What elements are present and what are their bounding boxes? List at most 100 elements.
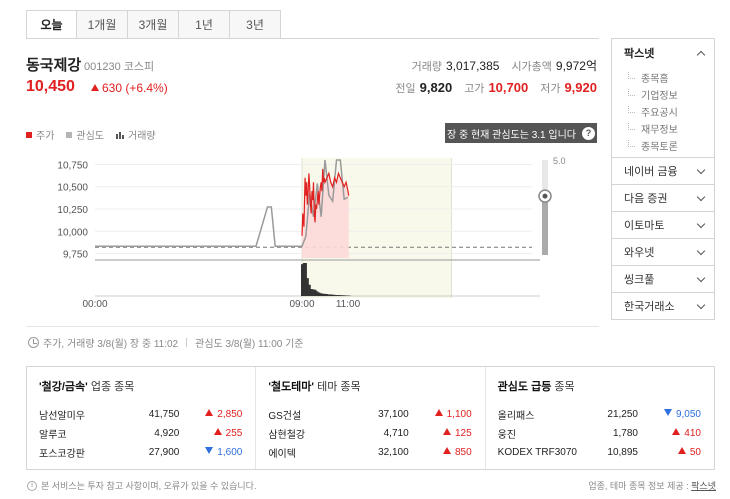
down-triangle-icon: [663, 409, 672, 416]
sidebar-paxnet-header[interactable]: 팍스넷: [624, 45, 706, 61]
interest-time-note: 관심도 3/8(월) 11:00 기준: [195, 339, 304, 350]
table-row[interactable]: 올리패스 21,250 9,050: [498, 405, 701, 424]
stock-row-change: 410: [684, 428, 701, 439]
table-row[interactable]: 남선알미우 41,750 2,850: [39, 405, 242, 424]
market-cap-label: 시가총액: [511, 61, 552, 73]
industry-panel: '철강/금속' 업종 종목 남선알미우 41,750 2,850 알루코 4,920 2…: [27, 367, 255, 469]
gauge-knob-dot: [542, 193, 548, 199]
stats-row-1: 거래량 3,017,385 시가총액 9,972억: [400, 57, 597, 74]
stock-code-market: 001230 코스피: [84, 58, 154, 74]
paxnet-submenu: 종목홈 기업정보 주요공시 재무정보 종목토론: [624, 69, 704, 154]
down-triangle-icon: [205, 447, 214, 454]
chevron-down-icon: [696, 300, 706, 309]
sidebar-paxnet: 팍스넷 종목홈 기업정보 주요공시 재무정보 종목토론: [611, 38, 715, 158]
stock-row-price: 37,100: [378, 409, 409, 420]
stock-row-name[interactable]: 남선알미우: [39, 411, 85, 422]
separator: [186, 338, 188, 347]
legend-price[interactable]: 주가: [26, 127, 54, 142]
stock-row-name[interactable]: 삼현철강: [268, 430, 306, 441]
stock-row-name[interactable]: 에이텍: [268, 449, 296, 460]
tab-today[interactable]: 오늘: [26, 10, 77, 39]
tab-1-year[interactable]: 1년: [179, 10, 230, 39]
external-links-sidebar: 팍스넷 종목홈 기업정보 주요공시 재무정보 종목토론 네이버 금융 다음 증권…: [611, 38, 715, 320]
stock-name: 동국제강: [26, 57, 82, 74]
table-row[interactable]: KODEX TRF3070 10,895 50: [498, 443, 701, 462]
volume-value: 3,017,385: [446, 59, 500, 73]
up-triangle-icon: [442, 447, 451, 454]
sidebar-paxnet-title: 팍스넷: [624, 48, 655, 60]
sidebar-wownet-label: 와우넷: [624, 247, 655, 259]
stock-row-name[interactable]: 알루코: [39, 430, 67, 441]
low-value: 9,920: [564, 80, 597, 95]
theme-name[interactable]: '철도테마': [268, 381, 315, 393]
sidebar-naver-label: 네이버 금융: [624, 166, 678, 178]
stock-row-name[interactable]: 올리패스: [497, 411, 535, 422]
gauge-max-label: 5.0: [553, 156, 566, 166]
y-tick-label: 10,250: [57, 205, 88, 216]
theme-panel: '철도테마' 테마 종목 GS건설 37,100 1,100 삼현철강 4,710 12…: [255, 367, 484, 469]
footer-notice: i 본 서비스는 투자 참고 사항이며, 오류가 있을 수 있습니다.: [27, 479, 256, 492]
gauge-fill: [542, 196, 548, 255]
legend-volume[interactable]: 거래량: [116, 127, 156, 142]
sidebar-thinkpool[interactable]: 씽크풀: [611, 265, 715, 293]
stock-row-price: 10,895: [607, 447, 638, 458]
stock-row-name[interactable]: 포스코강판: [39, 449, 85, 460]
industry-title-suffix: 업종 종목: [87, 381, 135, 393]
sidebar-krx[interactable]: 한국거래소: [611, 292, 715, 320]
stock-row-price: 4,710: [383, 428, 409, 439]
industry-panel-title: '철강/금속' 업종 종목: [39, 378, 242, 394]
chevron-down-icon: [696, 219, 706, 228]
paxnet-link-home[interactable]: 종목홈: [628, 69, 704, 86]
industry-name[interactable]: '철강/금속': [39, 381, 88, 393]
up-triangle-icon: [442, 428, 451, 435]
sidebar-etomato[interactable]: 이토마토: [611, 211, 715, 239]
change-amount: 630: [102, 81, 123, 95]
tab-1-month[interactable]: 1개월: [77, 10, 128, 39]
stock-row-name[interactable]: 웅진: [497, 430, 517, 441]
stock-row-price: 1,780: [612, 428, 638, 439]
sidebar-naver[interactable]: 네이버 금융: [611, 157, 715, 185]
prev-close-label: 전일: [395, 83, 416, 95]
table-row[interactable]: 에이텍 32,100 850: [268, 443, 472, 462]
chevron-up-icon: [696, 50, 706, 59]
interest-badge[interactable]: 장 중 현재 관심도는 3.1 입니다 ?: [445, 123, 597, 143]
theme-panel-title: '철도테마' 테마 종목: [268, 378, 471, 394]
price-line: [301, 168, 350, 236]
paxnet-link-discussion[interactable]: 종목토론: [628, 137, 704, 154]
chart-info: 주가, 거래량 3/8(월) 장 중 11:02 관심도 3/8(월) 11:0…: [28, 335, 304, 350]
current-price: 10,450: [26, 78, 75, 95]
sidebar-krx-label: 한국거래소: [624, 301, 675, 313]
sidebar-wownet[interactable]: 와우넷: [611, 238, 715, 266]
table-row[interactable]: 웅진 1,780 410: [498, 424, 701, 443]
stock-code: 001230: [84, 61, 121, 73]
theme-title-suffix: 테마 종목: [314, 381, 361, 393]
table-row[interactable]: 삼현철강 4,710 125: [268, 424, 472, 443]
footer-source-link[interactable]: 팍스넷: [691, 481, 716, 491]
table-row[interactable]: 알루코 4,920 255: [39, 424, 242, 443]
help-icon[interactable]: ?: [582, 126, 595, 140]
tabs-divider: [26, 38, 599, 39]
tab-3-year[interactable]: 3년: [230, 10, 281, 39]
paxnet-link-disclosure[interactable]: 주요공시: [628, 103, 704, 120]
stock-row-name[interactable]: GS건설: [268, 411, 302, 422]
stock-row-name[interactable]: KODEX TRF3070: [497, 447, 577, 458]
table-row[interactable]: GS건설 37,100 1,100: [268, 405, 472, 424]
chevron-down-icon: [696, 165, 706, 174]
market-cap-value: 9,972억: [555, 59, 597, 73]
low-label: 저가: [540, 83, 561, 95]
chevron-down-icon: [696, 273, 706, 282]
stock-row-change: 9,050: [675, 409, 701, 420]
tab-3-month[interactable]: 3개월: [128, 10, 179, 39]
interest-gauge[interactable]: [538, 160, 552, 255]
table-row[interactable]: 포스코강판 27,900 1,600: [39, 443, 242, 462]
sidebar-etomato-label: 이토마토: [624, 220, 665, 232]
paxnet-link-financial[interactable]: 재무정보: [628, 120, 704, 137]
legend-interest[interactable]: 관심도: [66, 127, 104, 142]
up-triangle-icon: [205, 409, 214, 416]
sidebar-daum[interactable]: 다음 증권: [611, 184, 715, 212]
prev-close-value: 9,820: [419, 80, 453, 95]
interest-line: [95, 159, 349, 247]
paxnet-link-company[interactable]: 기업정보: [628, 86, 704, 103]
sidebar-thinkpool-label: 씽크풀: [624, 274, 655, 286]
up-triangle-icon: [434, 409, 443, 416]
